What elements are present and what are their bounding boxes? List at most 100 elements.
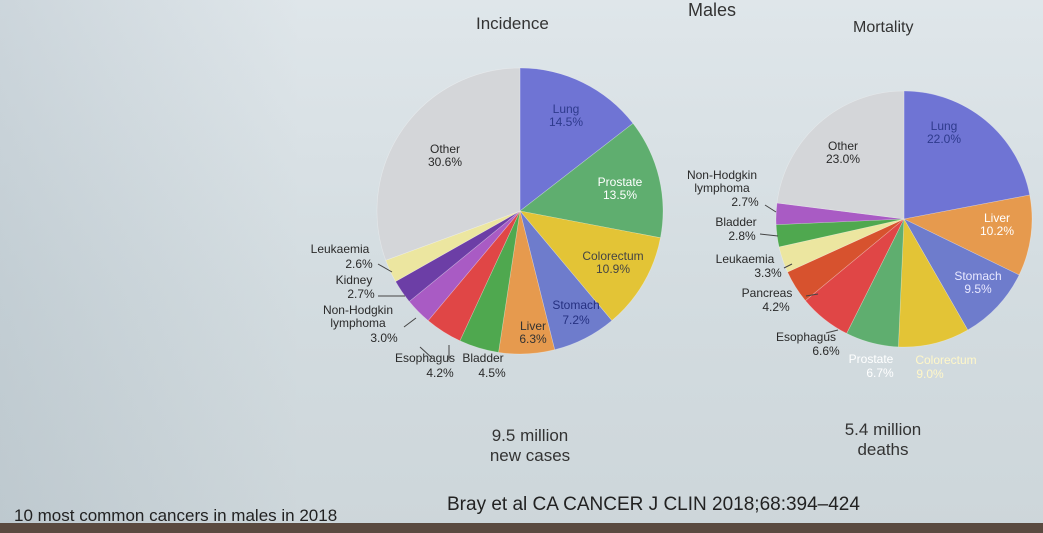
mortality-leader-leukaemia bbox=[783, 263, 793, 269]
incidence-label-value-leukaemia: 2.6% bbox=[345, 257, 373, 271]
incidence-label-name-non-hodgkin-lymphoma: lymphoma bbox=[330, 316, 386, 330]
mortality-label-name-esophagus: Esophagus bbox=[776, 330, 836, 344]
incidence-slice-prostate bbox=[519, 122, 664, 239]
incidence-label-name-colorectum: Colorectum bbox=[582, 249, 643, 263]
mortality-label-name-lung: Lung bbox=[931, 119, 958, 133]
incidence-slice-liver bbox=[498, 210, 556, 355]
incidence-slice-other bbox=[376, 67, 521, 261]
mortality-label-value-esophagus: 6.6% bbox=[812, 344, 840, 358]
incidence-label-value-non-hodgkin-lymphoma: 3.0% bbox=[370, 331, 398, 345]
footer-caption: 10 most common cancers in males in 2018 bbox=[14, 506, 338, 525]
mortality-slice-esophagus bbox=[804, 218, 905, 334]
incidence-slice-esophagus bbox=[427, 210, 521, 342]
incidence-summary: 9.5 million new cases bbox=[470, 426, 590, 466]
mortality-label-name-bladder: Bladder bbox=[715, 215, 756, 229]
incidence-label-name-kidney: Kidney bbox=[336, 273, 373, 287]
mortality-label-value-bladder: 2.8% bbox=[728, 229, 756, 243]
mortality-label-value-other: 23.0% bbox=[826, 152, 860, 166]
mortality-title: Mortality bbox=[853, 19, 914, 36]
mortality-slice-liver bbox=[903, 194, 1033, 276]
incidence-leader-esophagus bbox=[419, 346, 433, 359]
mortality-leader-bladder bbox=[759, 233, 779, 237]
screen-bottom-edge bbox=[0, 523, 1043, 533]
incidence-label-value-liver: 6.3% bbox=[519, 332, 547, 346]
mortality-slice-prostate bbox=[846, 218, 905, 348]
incidence-summary-line1: 9.5 million bbox=[491, 426, 569, 445]
mortality-leader-pancreas bbox=[805, 293, 819, 297]
mortality-slice-pancreas bbox=[787, 218, 905, 302]
mortality-summary-line2: deaths bbox=[857, 440, 909, 459]
incidence-leader-leukaemia bbox=[377, 263, 393, 273]
incidence-label-name-prostate: Prostate bbox=[598, 175, 643, 189]
mortality-label-name-non-hodgkin-lymphoma: Non-Hodgkin bbox=[687, 168, 757, 182]
incidence-label-name-liver: Liver bbox=[520, 319, 546, 333]
mortality-label-value-colorectum: 9.0% bbox=[916, 367, 944, 381]
incidence-label-name-stomach: Stomach bbox=[552, 298, 599, 312]
page-header: Males bbox=[688, 0, 737, 20]
mortality-label-value-liver: 10.2% bbox=[980, 224, 1014, 238]
incidence-label-value-bladder: 4.5% bbox=[478, 366, 506, 380]
incidence-label-name-esophagus: Esophagus bbox=[395, 351, 455, 365]
mortality-slice-leukaemia bbox=[778, 218, 905, 273]
mortality-label-name-prostate: Prostate bbox=[849, 352, 894, 366]
incidence-label-value-lung: 14.5% bbox=[549, 115, 583, 129]
mortality-leader-esophagus bbox=[825, 329, 839, 334]
incidence-label-value-esophagus: 4.2% bbox=[426, 366, 454, 380]
incidence-leader-non-hodgkin-lymphoma bbox=[403, 317, 417, 328]
mortality-label-value-pancreas: 4.2% bbox=[762, 300, 790, 314]
incidence-slice-colorectum bbox=[519, 210, 661, 322]
incidence-slice-kidney bbox=[395, 210, 521, 302]
incidence-slice-stomach bbox=[519, 210, 613, 351]
incidence-label-name-other: Other bbox=[430, 142, 460, 156]
mortality-slice-stomach bbox=[903, 218, 1020, 331]
footer-reference: Bray et al CA CANCER J CLIN 2018;68:394–… bbox=[447, 494, 860, 515]
incidence-title: Incidence bbox=[476, 14, 549, 33]
mortality-slice-non-hodgkin-lymphoma bbox=[775, 202, 905, 225]
incidence-label-value-other: 30.6% bbox=[428, 155, 462, 169]
mortality-summary-line1: 5.4 million bbox=[844, 420, 922, 439]
mortality-slice-other bbox=[776, 90, 905, 220]
mortality-label-value-stomach: 9.5% bbox=[964, 282, 992, 296]
mortality-label-name-leukaemia: Leukaemia bbox=[716, 252, 775, 266]
incidence-summary-line2: new cases bbox=[489, 446, 571, 465]
mortality-label-value-lung: 22.0% bbox=[927, 132, 961, 146]
mortality-label-name-other: Other bbox=[828, 139, 858, 153]
mortality-label-name-liver: Liver bbox=[984, 211, 1010, 225]
incidence-slice-non-hodgkin-lymphoma bbox=[408, 210, 521, 322]
mortality-label-name-stomach: Stomach bbox=[954, 269, 1001, 283]
mortality-label-value-leukaemia: 3.3% bbox=[754, 266, 782, 280]
mortality-label-name-pancreas: Pancreas bbox=[742, 286, 793, 300]
incidence-label-name-leukaemia: Leukaemia bbox=[311, 242, 370, 256]
mortality-label-value-prostate: 6.7% bbox=[866, 366, 894, 380]
incidence-slice-lung bbox=[519, 67, 634, 212]
incidence-label-name-bladder: Bladder bbox=[462, 351, 503, 365]
incidence-label-name-non-hodgkin-lymphoma: Non-Hodgkin bbox=[323, 303, 393, 317]
mortality-summary: 5.4 million deaths bbox=[823, 420, 943, 460]
incidence-slice-bladder bbox=[459, 210, 521, 353]
incidence-label-value-kidney: 2.7% bbox=[347, 287, 375, 301]
mortality-slice-colorectum bbox=[898, 217, 969, 348]
mortality-label-name-non-hodgkin-lymphoma: lymphoma bbox=[694, 181, 750, 195]
mortality-leader-non-hodgkin-lymphoma bbox=[764, 204, 777, 213]
